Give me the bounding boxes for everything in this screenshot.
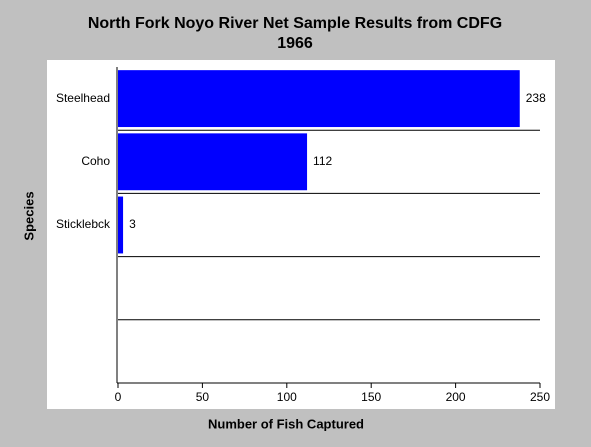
x-axis-label: Number of Fish Captured	[208, 416, 364, 431]
x-tick-label: 100	[277, 390, 297, 404]
x-tick-label: 50	[196, 390, 210, 404]
y-tick-label: Steelhead	[56, 91, 110, 105]
data-label: 112	[313, 154, 332, 168]
chart-title: North Fork Noyo River Net Sample Results…	[88, 15, 502, 32]
bar	[118, 196, 124, 254]
bar	[118, 133, 308, 191]
x-tick-label: 0	[115, 390, 122, 404]
x-tick-label: 200	[446, 390, 466, 404]
x-tick-label: 250	[530, 390, 550, 404]
x-tick-label: 150	[361, 390, 381, 404]
y-tick-label: Sticklebck	[56, 217, 111, 231]
y-tick-label: Coho	[81, 154, 110, 168]
bar	[118, 70, 520, 128]
data-label: 3	[129, 217, 136, 231]
y-axis-label: Species	[21, 191, 36, 240]
chart-subtitle: 1966	[277, 35, 313, 52]
data-label: 238	[526, 91, 546, 105]
